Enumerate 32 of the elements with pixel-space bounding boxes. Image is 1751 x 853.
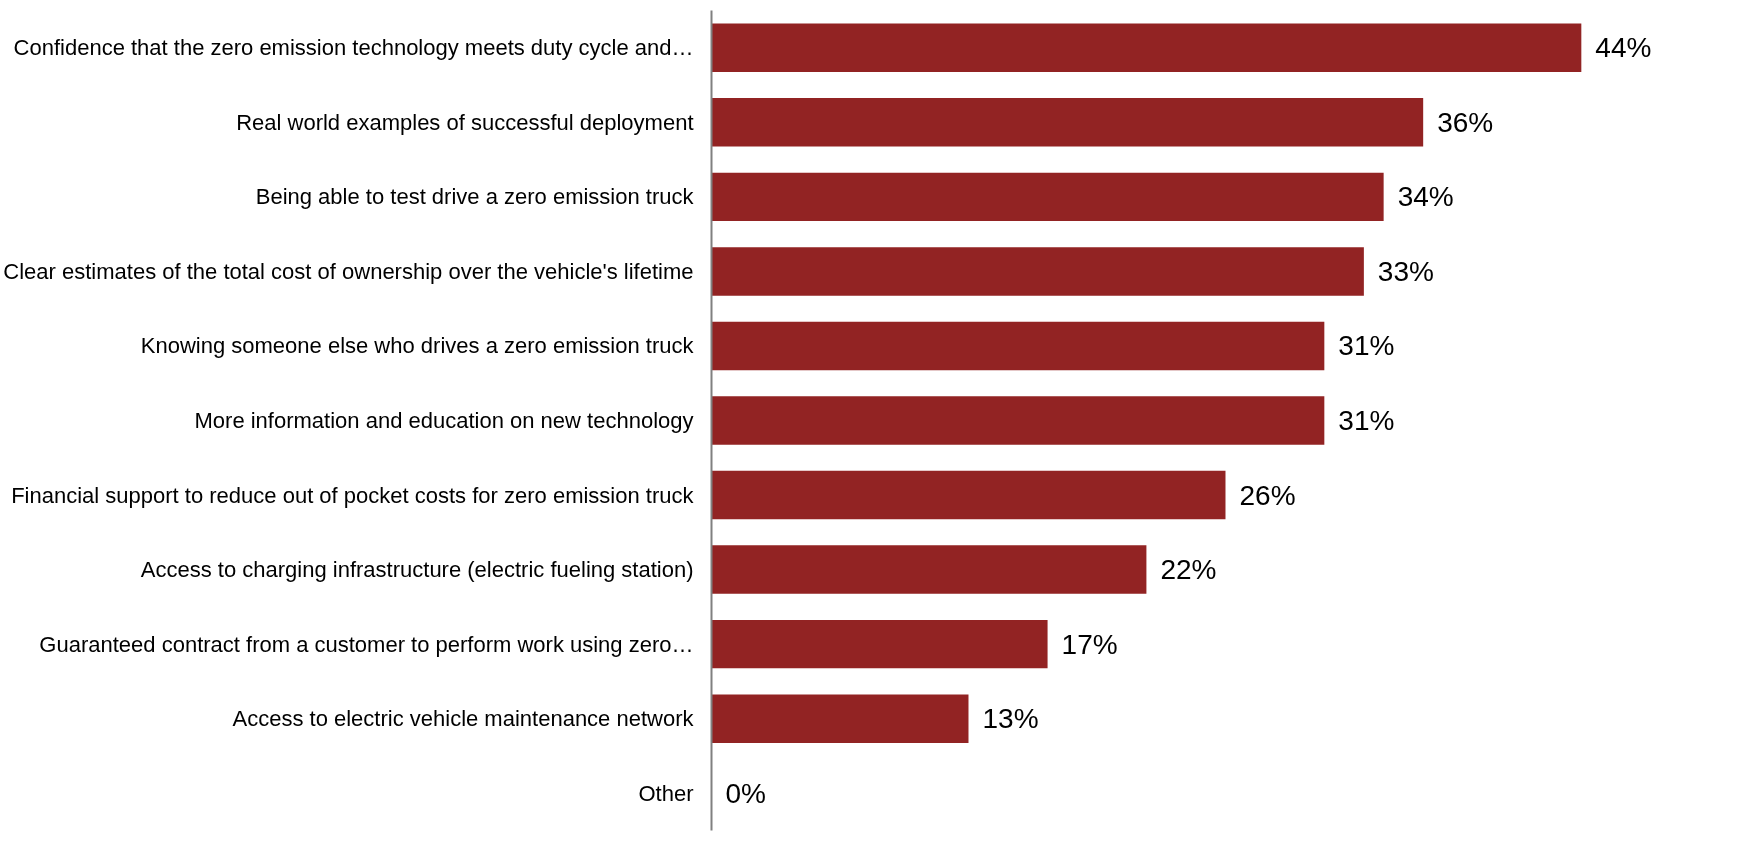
data-label: 36% [1437, 106, 1494, 138]
bar [711, 545, 1147, 594]
bar [711, 396, 1325, 445]
data-label: 17% [1061, 628, 1118, 660]
bar [711, 321, 1325, 371]
y-tick-label: Guaranteed contract from a customer to perform work using zero… [39, 631, 694, 657]
bar [711, 694, 969, 743]
data-label: 26% [1239, 479, 1296, 511]
data-label: 31% [1338, 405, 1395, 436]
y-tick-label: Being able to test drive a zero emission truck [255, 184, 695, 210]
bar [711, 470, 1226, 520]
data-label: 34% [1397, 181, 1454, 213]
data-label: 33% [1377, 255, 1434, 287]
bar [711, 23, 1582, 72]
y-tick-label: Real world examples of successful deployment [236, 109, 694, 135]
y-tick-label: Access to charging infrastructure (electric fueling station) [140, 557, 694, 583]
y-tick-label: Knowing someone else who drives a zero emission truck [140, 333, 695, 359]
data-label: 13% [982, 703, 1039, 735]
bar [711, 247, 1364, 296]
data-label: 22% [1160, 554, 1217, 586]
y-tick-label: Clear estimates of the total cost of ownership over the vehicle's lifetime [3, 258, 694, 284]
bar [711, 98, 1424, 147]
data-label: 44% [1595, 32, 1652, 64]
bar [711, 172, 1384, 222]
y-tick-label: Confidence that the zero emission technology meets duty cycle and… [13, 35, 694, 61]
y-tick-label: Other [638, 780, 694, 806]
bar [711, 619, 1048, 669]
y-tick-label: Access to electric vehicle maintenance network [232, 706, 695, 732]
data-label: 31% [1338, 330, 1395, 362]
data-label: 0% [725, 777, 766, 809]
y-tick-label: Financial support to reduce out of pocket costs for zero emission truck [11, 482, 695, 508]
y-tick-label: More information and education on new technology [194, 408, 694, 433]
